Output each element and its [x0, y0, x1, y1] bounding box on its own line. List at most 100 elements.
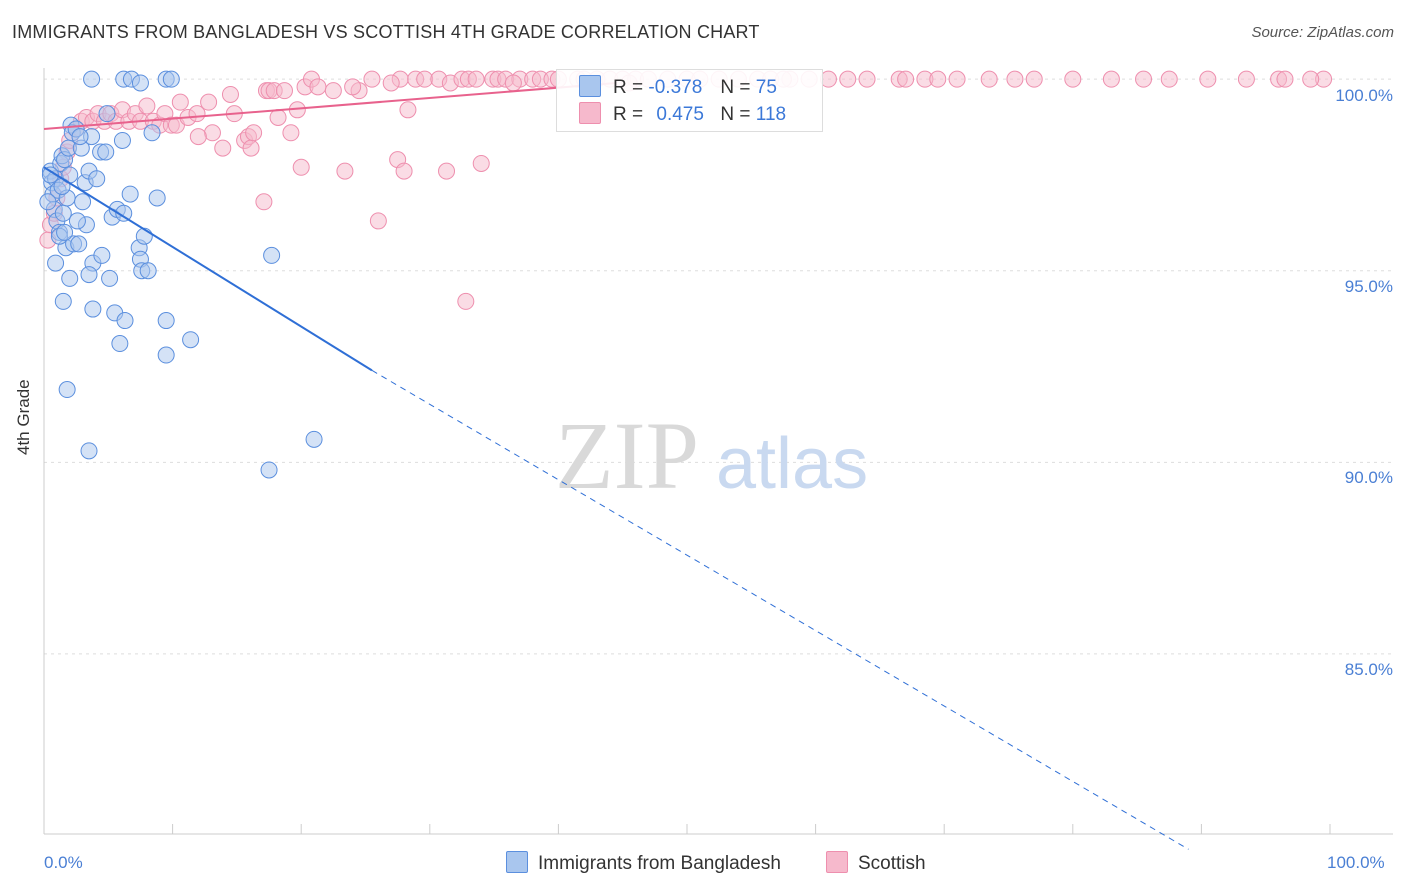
data-point [369, 212, 387, 230]
n-label: N = [720, 104, 751, 125]
data-point [438, 162, 456, 180]
data-point [93, 246, 111, 264]
data-point [83, 70, 101, 88]
data-point [101, 269, 119, 287]
watermark-atlas: atlas [716, 424, 868, 504]
data-point [260, 461, 278, 479]
data-point [80, 442, 98, 460]
data-point [71, 128, 89, 146]
data-point [97, 143, 115, 161]
data-point [858, 70, 876, 88]
data-point [395, 162, 413, 180]
data-point [88, 170, 106, 188]
data-point [457, 292, 475, 310]
y-tick-label: 95.0% [1344, 277, 1393, 296]
data-point [309, 78, 327, 96]
legend-row-scottish: R = 0.475 N = 118 [579, 102, 786, 126]
data-point [948, 70, 966, 88]
data-point [839, 70, 857, 88]
data-point [363, 70, 381, 88]
data-point [84, 300, 102, 318]
data-point [157, 346, 175, 364]
data-point [157, 312, 175, 330]
data-point [929, 70, 947, 88]
data-point [221, 85, 239, 103]
data-point [416, 70, 434, 88]
data-point [1102, 70, 1120, 88]
data-point [54, 204, 72, 222]
data-point [382, 74, 400, 92]
data-point [1302, 70, 1320, 88]
data-point [143, 124, 161, 142]
data-point [68, 212, 86, 230]
pink-swatch-icon [826, 851, 848, 873]
data-point [504, 74, 522, 92]
bangladesh-trend-extension [371, 369, 1189, 850]
data-point [70, 235, 88, 253]
data-point [897, 70, 915, 88]
data-point [200, 93, 218, 111]
data-point [1064, 70, 1082, 88]
data-point [980, 70, 998, 88]
data-point [324, 82, 342, 100]
data-point [214, 139, 232, 157]
legend-item-scottish[interactable]: Scottish [826, 851, 926, 875]
data-point [121, 185, 139, 203]
data-point [56, 223, 74, 241]
legend-item-bangladesh[interactable]: Immigrants from Bangladesh [506, 851, 781, 875]
data-point [171, 93, 189, 111]
data-point [138, 97, 156, 115]
data-point [113, 131, 131, 149]
data-point [61, 269, 79, 287]
data-point [162, 70, 180, 88]
legend-label: Scottish [858, 853, 926, 874]
r-label: R = [613, 77, 644, 98]
data-point [139, 262, 157, 280]
data-point [275, 82, 293, 100]
watermark: ZIP atlas [555, 402, 868, 509]
trend-lines [43, 81, 1189, 850]
data-point [263, 246, 281, 264]
data-point [269, 108, 287, 126]
pink-swatch-icon [579, 102, 601, 124]
bangladesh-series [39, 70, 323, 479]
data-point [54, 292, 72, 310]
data-point [467, 70, 485, 88]
data-point [1006, 70, 1024, 88]
blue-swatch-icon [506, 851, 528, 873]
chart-title: IMMIGRANTS FROM BANGLADESH VS SCOTTISH 4… [12, 22, 760, 42]
r-value: -0.378 [648, 77, 703, 98]
data-point [47, 254, 65, 272]
data-point [344, 78, 362, 96]
y-tick-label: 90.0% [1344, 468, 1393, 487]
source-credit: Source: ZipAtlas.com [1251, 24, 1394, 41]
data-point [111, 335, 129, 353]
data-point [399, 101, 417, 119]
data-point [1025, 70, 1043, 88]
data-point [189, 128, 207, 146]
y-tick-label: 100.0% [1335, 86, 1393, 105]
legend-row-bangladesh: R = -0.378 N = 75 [579, 75, 777, 99]
data-point [305, 430, 323, 448]
data-point [1135, 70, 1153, 88]
watermark-zip: ZIP [555, 402, 699, 509]
data-point [1160, 70, 1178, 88]
data-point [98, 105, 116, 123]
data-point [1276, 70, 1294, 88]
data-point [116, 312, 134, 330]
n-value: 75 [755, 77, 777, 98]
blue-swatch-icon [579, 75, 601, 97]
bangladesh-trend-line [43, 166, 373, 372]
n-value: 118 [755, 104, 787, 125]
data-point [80, 266, 98, 284]
data-point [74, 193, 92, 211]
data-point [58, 381, 76, 399]
data-point [1237, 70, 1255, 88]
data-point [135, 227, 153, 245]
y-axis-label: 4th Grade [14, 379, 33, 455]
x-tick-label-max: 100.0% [1327, 853, 1385, 872]
legend-label: Immigrants from Bangladesh [538, 853, 781, 874]
n-label: N = [720, 77, 751, 98]
data-point [282, 124, 300, 142]
data-point [292, 158, 310, 176]
